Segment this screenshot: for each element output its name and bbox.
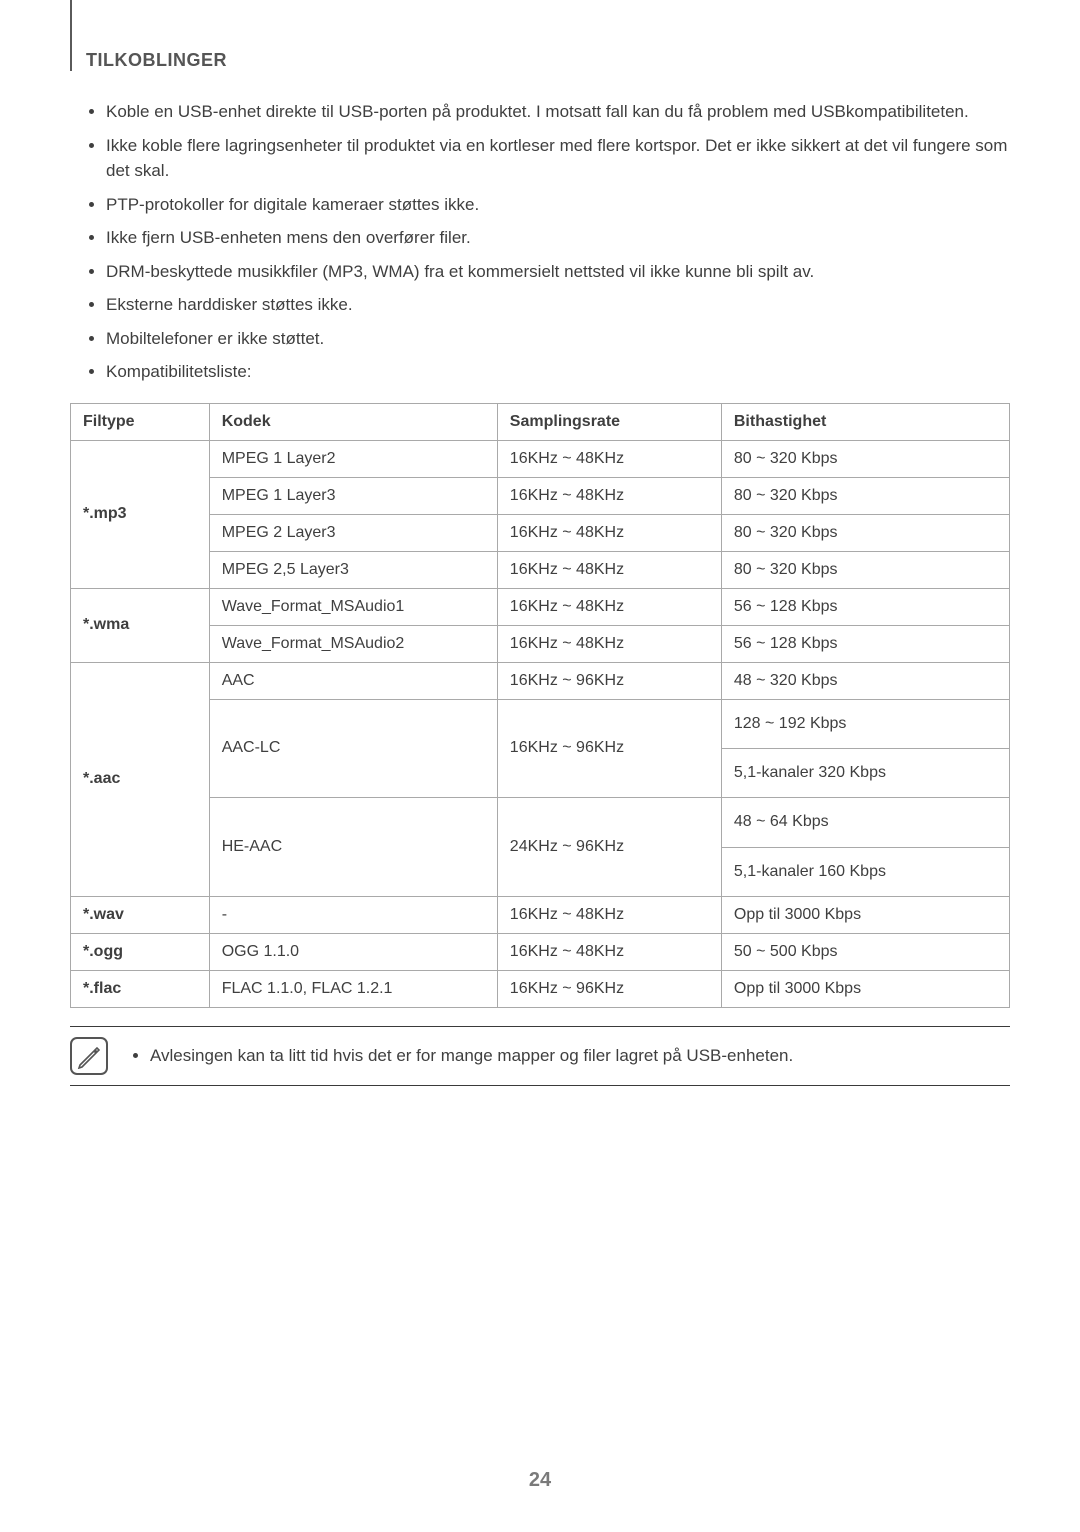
cell-bitrate: 50 ~ 500 Kbps bbox=[721, 934, 1009, 971]
cell-filetype: *.mp3 bbox=[71, 440, 210, 588]
cell-codec: AAC-LC bbox=[209, 699, 497, 798]
cell-filetype: *.wma bbox=[71, 588, 210, 662]
bullet-item: Kompatibilitetsliste: bbox=[106, 359, 1010, 385]
cell-codec: MPEG 1 Layer2 bbox=[209, 440, 497, 477]
cell-codec: MPEG 1 Layer3 bbox=[209, 477, 497, 514]
table-body: *.mp3 MPEG 1 Layer2 16KHz ~ 48KHz 80 ~ 3… bbox=[71, 440, 1010, 1008]
cell-filetype: *.aac bbox=[71, 662, 210, 897]
cell-bitrate: 80 ~ 320 Kbps bbox=[721, 514, 1009, 551]
page-number: 24 bbox=[0, 1469, 1080, 1492]
cell-codec: AAC bbox=[209, 662, 497, 699]
col-filetype: Filtype bbox=[71, 403, 210, 440]
cell-filetype: *.flac bbox=[71, 971, 210, 1008]
cell-rate: 16KHz ~ 48KHz bbox=[497, 514, 721, 551]
cell-bitrate: 80 ~ 320 Kbps bbox=[721, 551, 1009, 588]
cell-filetype: *.ogg bbox=[71, 934, 210, 971]
cell-bitrate: 56 ~ 128 Kbps bbox=[721, 625, 1009, 662]
bullet-list: Koble en USB-enhet direkte til USB-porte… bbox=[70, 99, 1010, 385]
cell-filetype: *.wav bbox=[71, 897, 210, 934]
table-row: HE-AAC 24KHz ~ 96KHz 48 ~ 64 Kbps bbox=[71, 798, 1010, 847]
cell-codec: MPEG 2,5 Layer3 bbox=[209, 551, 497, 588]
cell-codec: HE-AAC bbox=[209, 798, 497, 897]
cell-bitrate: 5,1-kanaler 320 Kbps bbox=[721, 748, 1009, 797]
bullet-item: DRM-beskyttede musikkfiler (MP3, WMA) fr… bbox=[106, 259, 1010, 285]
table-row: AAC-LC 16KHz ~ 96KHz 128 ~ 192 Kbps bbox=[71, 699, 1010, 748]
bullet-item: Mobiltelefoner er ikke støttet. bbox=[106, 326, 1010, 352]
bullet-item: PTP-protokoller for digitale kameraer st… bbox=[106, 192, 1010, 218]
cell-codec: Wave_Format_MSAudio1 bbox=[209, 588, 497, 625]
compatibility-table: Filtype Kodek Samplingsrate Bithastighet… bbox=[70, 403, 1010, 1009]
cell-bitrate: 80 ~ 320 Kbps bbox=[721, 477, 1009, 514]
table-row: MPEG 1 Layer3 16KHz ~ 48KHz 80 ~ 320 Kbp… bbox=[71, 477, 1010, 514]
cell-codec: MPEG 2 Layer3 bbox=[209, 514, 497, 551]
col-bitrate: Bithastighet bbox=[721, 403, 1009, 440]
cell-rate: 16KHz ~ 96KHz bbox=[497, 971, 721, 1008]
note-text-wrap: Avlesingen kan ta litt tid hvis det er f… bbox=[130, 1046, 793, 1066]
cell-rate: 16KHz ~ 48KHz bbox=[497, 477, 721, 514]
table-row: MPEG 2 Layer3 16KHz ~ 48KHz 80 ~ 320 Kbp… bbox=[71, 514, 1010, 551]
table-row: *.wav - 16KHz ~ 48KHz Opp til 3000 Kbps bbox=[71, 897, 1010, 934]
cell-rate: 16KHz ~ 48KHz bbox=[497, 897, 721, 934]
cell-rate: 16KHz ~ 48KHz bbox=[497, 934, 721, 971]
cell-codec: Wave_Format_MSAudio2 bbox=[209, 625, 497, 662]
col-samplingrate: Samplingsrate bbox=[497, 403, 721, 440]
table-row: *.ogg OGG 1.1.0 16KHz ~ 48KHz 50 ~ 500 K… bbox=[71, 934, 1010, 971]
cell-bitrate: 80 ~ 320 Kbps bbox=[721, 440, 1009, 477]
cell-rate: 16KHz ~ 48KHz bbox=[497, 551, 721, 588]
cell-bitrate: 56 ~ 128 Kbps bbox=[721, 588, 1009, 625]
table-row: Wave_Format_MSAudio2 16KHz ~ 48KHz 56 ~ … bbox=[71, 625, 1010, 662]
cell-rate: 16KHz ~ 48KHz bbox=[497, 440, 721, 477]
table-row: *.aac AAC 16KHz ~ 96KHz 48 ~ 320 Kbps bbox=[71, 662, 1010, 699]
bullet-item: Ikke koble flere lagringsenheter til pro… bbox=[106, 133, 1010, 184]
table-row: *.mp3 MPEG 1 Layer2 16KHz ~ 48KHz 80 ~ 3… bbox=[71, 440, 1010, 477]
heading-wrap: TILKOBLINGER bbox=[70, 0, 1010, 71]
cell-bitrate: Opp til 3000 Kbps bbox=[721, 971, 1009, 1008]
cell-bitrate: 48 ~ 320 Kbps bbox=[721, 662, 1009, 699]
cell-codec: FLAC 1.1.0, FLAC 1.2.1 bbox=[209, 971, 497, 1008]
bullet-item: Eksterne harddisker støttes ikke. bbox=[106, 292, 1010, 318]
pencil-icon bbox=[76, 1043, 102, 1069]
cell-bitrate: 48 ~ 64 Kbps bbox=[721, 798, 1009, 847]
page-container: TILKOBLINGER Koble en USB-enhet direkte … bbox=[0, 0, 1080, 1532]
cell-rate: 16KHz ~ 96KHz bbox=[497, 662, 721, 699]
note-block: Avlesingen kan ta litt tid hvis det er f… bbox=[70, 1026, 1010, 1086]
note-text: Avlesingen kan ta litt tid hvis det er f… bbox=[150, 1046, 793, 1066]
table-row: *.flac FLAC 1.1.0, FLAC 1.2.1 16KHz ~ 96… bbox=[71, 971, 1010, 1008]
bullet-item: Ikke fjern USB-enheten mens den overføre… bbox=[106, 225, 1010, 251]
table-header-row: Filtype Kodek Samplingsrate Bithastighet bbox=[71, 403, 1010, 440]
col-codec: Kodek bbox=[209, 403, 497, 440]
note-icon bbox=[70, 1037, 108, 1075]
cell-rate: 16KHz ~ 48KHz bbox=[497, 588, 721, 625]
cell-rate: 16KHz ~ 48KHz bbox=[497, 625, 721, 662]
cell-bitrate: 128 ~ 192 Kbps bbox=[721, 699, 1009, 748]
cell-bitrate: Opp til 3000 Kbps bbox=[721, 897, 1009, 934]
cell-rate: 24KHz ~ 96KHz bbox=[497, 798, 721, 897]
section-heading: TILKOBLINGER bbox=[86, 50, 1010, 71]
cell-rate: 16KHz ~ 96KHz bbox=[497, 699, 721, 798]
cell-codec: OGG 1.1.0 bbox=[209, 934, 497, 971]
table-row: MPEG 2,5 Layer3 16KHz ~ 48KHz 80 ~ 320 K… bbox=[71, 551, 1010, 588]
cell-bitrate: 5,1-kanaler 160 Kbps bbox=[721, 847, 1009, 896]
table-row: *.wma Wave_Format_MSAudio1 16KHz ~ 48KHz… bbox=[71, 588, 1010, 625]
cell-codec: - bbox=[209, 897, 497, 934]
bullet-item: Koble en USB-enhet direkte til USB-porte… bbox=[106, 99, 1010, 125]
